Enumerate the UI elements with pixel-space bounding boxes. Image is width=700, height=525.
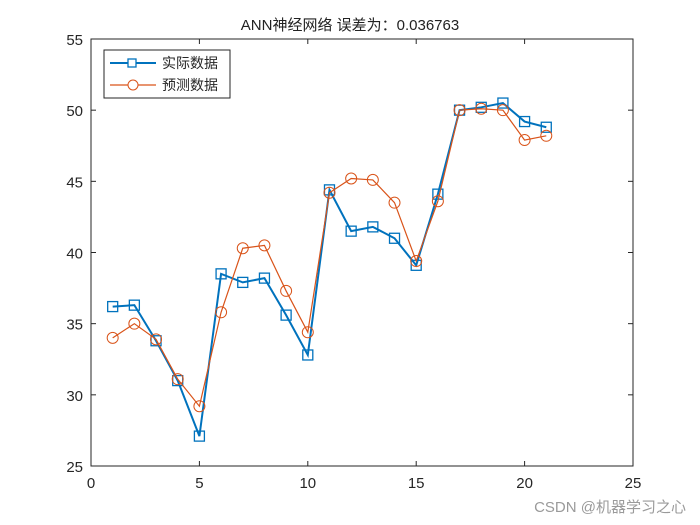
x-tick-label: 0 [87, 475, 95, 492]
legend-box [103, 49, 231, 99]
square-marker [302, 349, 314, 361]
circle-marker [410, 255, 423, 268]
square-marker [518, 115, 531, 128]
series-line [112, 108, 547, 408]
circle-marker [215, 306, 228, 319]
square-marker [128, 299, 141, 311]
circle-marker [106, 331, 119, 344]
circle-marker [171, 373, 184, 386]
y-tick-label: 50 [66, 103, 83, 120]
y-tick-label: 55 [66, 32, 83, 49]
circle-marker [540, 129, 553, 142]
square-marker [258, 272, 271, 284]
y-tick-label: 40 [66, 246, 83, 263]
circle-marker [301, 326, 314, 339]
legend-square-icon [127, 58, 137, 68]
x-tick-label: 5 [195, 475, 203, 492]
circle-marker [453, 104, 466, 117]
circle-marker [496, 104, 509, 117]
circle-marker [258, 239, 271, 252]
circle-marker [236, 242, 249, 255]
circle-marker [518, 134, 531, 147]
square-marker [497, 97, 509, 109]
x-tick-label: 10 [299, 475, 316, 492]
square-marker [540, 121, 552, 133]
circle-marker [323, 186, 336, 199]
series-line [112, 101, 547, 437]
y-tick-label: 25 [66, 459, 83, 476]
legend-label: 实际数据 [162, 56, 218, 72]
x-tick-label: 20 [516, 475, 533, 492]
circle-marker [475, 102, 488, 115]
y-tick-label: 35 [66, 317, 83, 334]
circle-marker [128, 317, 141, 330]
axes-box [90, 38, 634, 467]
circle-marker [193, 400, 206, 413]
circle-marker [431, 195, 444, 208]
square-marker [367, 221, 379, 233]
square-marker [388, 232, 401, 244]
square-marker [107, 300, 119, 313]
x-tick-label: 15 [408, 475, 425, 492]
chart-title: ANN神经网络 误差为：0.036763 [240, 17, 460, 34]
square-marker [280, 309, 292, 321]
watermark: CSDN @机器学习之心 [534, 499, 686, 516]
circle-marker [280, 284, 293, 297]
square-marker [345, 225, 357, 237]
square-marker [193, 430, 206, 442]
legend-circle-icon [127, 79, 139, 91]
x-tick-label: 25 [625, 475, 642, 492]
circle-marker [366, 173, 379, 186]
y-tick-label: 45 [66, 174, 83, 191]
circle-marker [150, 333, 163, 346]
y-tick-label: 30 [66, 388, 83, 405]
legend-label: 预测数据 [162, 78, 218, 94]
square-marker [215, 268, 227, 280]
circle-marker [345, 172, 358, 185]
circle-marker [388, 196, 401, 209]
square-marker [237, 276, 249, 289]
